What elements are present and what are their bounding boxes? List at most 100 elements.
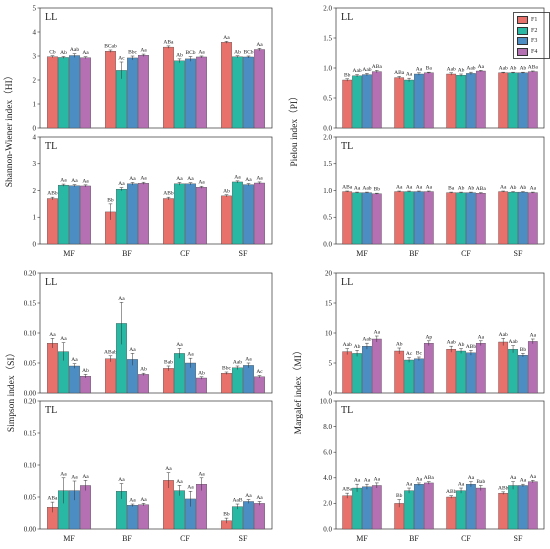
bar-F3-CF: [466, 73, 476, 129]
bar-F4-SF: [527, 192, 538, 245]
bar-F2-BF: [404, 359, 414, 394]
bar-F1-MF: [47, 343, 58, 394]
bar-F2-BF: [404, 79, 414, 129]
significance-label: Aa: [129, 176, 136, 182]
bar-F2-CF: [174, 490, 185, 530]
significance-label: Aa: [245, 177, 252, 183]
bar-F4-BF: [138, 183, 149, 245]
bar-F1-SF: [221, 373, 232, 394]
significance-label: Aa: [198, 471, 205, 477]
significance-label: Aa: [406, 72, 413, 78]
bar-F3-SF: [243, 184, 254, 245]
bar-F2-CF: [456, 350, 466, 394]
significance-label: ABb: [47, 191, 58, 197]
bar-F4-CF: [196, 484, 207, 530]
x-category-label: CF: [461, 534, 471, 543]
bar-F4-BF: [138, 504, 149, 530]
bar-F2-MF: [58, 184, 69, 245]
significance-label: Aa: [176, 176, 183, 182]
x-category-label: CF: [180, 534, 190, 543]
significance-label: Aa: [118, 296, 125, 302]
y-tick-label: 0.05: [24, 493, 37, 501]
significance-label: Aab: [352, 68, 361, 74]
significance-label: Ab: [520, 185, 527, 191]
bar-F3-SF: [518, 485, 528, 530]
bar-F1-BF: [105, 51, 116, 129]
bar-F3-BF: [127, 183, 138, 245]
y-tick-label: 1.5: [323, 160, 332, 168]
bar-F2-SF: [232, 506, 243, 530]
bar-F3-SF: [243, 56, 254, 129]
bar-F4-MF: [371, 338, 382, 394]
bar-F3-MF: [362, 192, 372, 245]
significance-label: Aa: [49, 332, 56, 338]
significance-label: Ab: [234, 49, 241, 55]
significance-label: Ab: [458, 342, 465, 348]
x-category-label: SF: [514, 534, 523, 543]
bar-F2-BF: [116, 188, 127, 245]
significance-label: Aab: [362, 186, 371, 192]
significance-label: BCb: [243, 50, 253, 56]
bar-F3-BF: [414, 484, 424, 530]
bar-F4-BF: [138, 374, 149, 394]
bar-F3-MF: [362, 346, 372, 394]
significance-label: Aa: [426, 185, 433, 191]
bar-F1-MF: [342, 79, 353, 129]
significance-label: Aa: [129, 347, 136, 353]
y-tick-label: 8.0: [323, 423, 332, 431]
significance-label: Aa: [256, 42, 263, 48]
bar-F4-MF: [80, 376, 91, 394]
significance-label: Aa: [520, 478, 527, 484]
bar-F3-BF: [414, 191, 424, 245]
bar-F3-SF: [243, 501, 254, 530]
significance-label: Aa: [500, 185, 507, 191]
significance-label: Aab: [447, 340, 456, 346]
bar-F4-SF: [254, 49, 265, 129]
y-tick-label: 4: [33, 28, 37, 36]
bar-F2-MF: [352, 487, 362, 530]
x-category-label: SF: [239, 249, 248, 258]
significance-label: Aa: [118, 477, 125, 483]
bar-F1-CF: [446, 192, 457, 245]
bar-F3-CF: [466, 352, 476, 394]
bar-F2-CF: [456, 192, 466, 245]
significance-label: Ab: [510, 185, 517, 191]
x-category-label: BF: [122, 249, 132, 258]
panel-label: TL: [45, 405, 57, 416]
significance-label: Ab: [510, 66, 517, 72]
significance-label: Ab: [396, 342, 403, 348]
significance-label: Aab: [343, 342, 352, 348]
chart-hi-tl: 0 1 2 3 4 TL ABb Aa Aa Aa MF Bb Aa Aa Aa BF ABb Aa Aa Aa CF A…: [33, 133, 273, 258]
significance-label: Aa: [198, 180, 205, 186]
significance-label: Aa: [245, 493, 252, 499]
significance-label: Aa: [245, 357, 252, 363]
y-tick-label: 3: [33, 160, 37, 168]
y-tick-label: 1.0: [323, 187, 332, 195]
bar-F4-CF: [196, 377, 207, 394]
significance-label: ABa: [394, 70, 405, 76]
bar-F3-CF: [466, 192, 476, 245]
bar-F2-MF: [352, 353, 362, 394]
bar-F3-SF: [518, 72, 528, 129]
bar-F3-MF: [69, 185, 80, 245]
bar-F4-BF: [423, 482, 434, 530]
y-tick-label: 0.10: [24, 461, 37, 469]
plot-frame: [335, 400, 545, 530]
panel-label: TL: [45, 141, 57, 152]
y-tick-label: 1.5: [323, 34, 332, 42]
x-category-label: MF: [356, 249, 368, 258]
bar-F2-CF: [456, 75, 466, 129]
bar-F2-CF: [174, 60, 185, 129]
significance-label: Aa: [406, 482, 413, 488]
y-tick-label: 0: [329, 389, 333, 397]
legend-entry-F4: F4: [517, 47, 547, 58]
significance-label: Ab: [176, 52, 183, 58]
legend-label: F4: [531, 48, 538, 55]
pielou-y-label: Pielou index（PI）: [290, 91, 300, 167]
legend-label: F1: [531, 17, 538, 24]
significance-label: Aa: [478, 64, 485, 70]
significance-label: BCb: [185, 50, 195, 56]
